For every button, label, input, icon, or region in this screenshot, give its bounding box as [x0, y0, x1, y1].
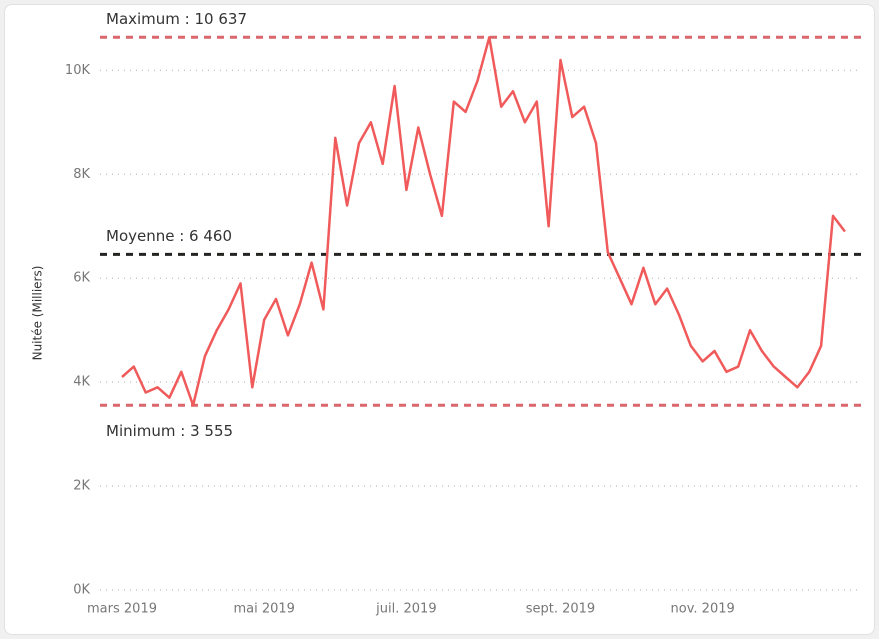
y-tick-label: 2K [73, 479, 90, 494]
x-tick-label: mars 2019 [87, 602, 157, 617]
y-tick-label: 8K [73, 167, 90, 182]
y-tick-label: 6K [73, 271, 90, 286]
line [121, 36, 846, 407]
x-tick-label: mai 2019 [233, 602, 294, 617]
y-tick-label: 0K [73, 583, 90, 598]
reference-label: Moyenne : 6 460 [106, 227, 232, 245]
x-tick-label: juil. 2019 [375, 602, 436, 617]
card [4, 4, 875, 635]
y-tick-label: 4K [73, 375, 90, 390]
reference-label: Maximum : 10 637 [106, 10, 247, 28]
x-tick-label: nov. 2019 [671, 602, 735, 617]
x-tick-label: sept. 2019 [526, 602, 595, 617]
reference-label: Minimum : 3 555 [106, 422, 233, 440]
y-axis-label: Nuitée (Milliers) [31, 266, 45, 361]
y-tick-label: 10K [65, 63, 91, 78]
